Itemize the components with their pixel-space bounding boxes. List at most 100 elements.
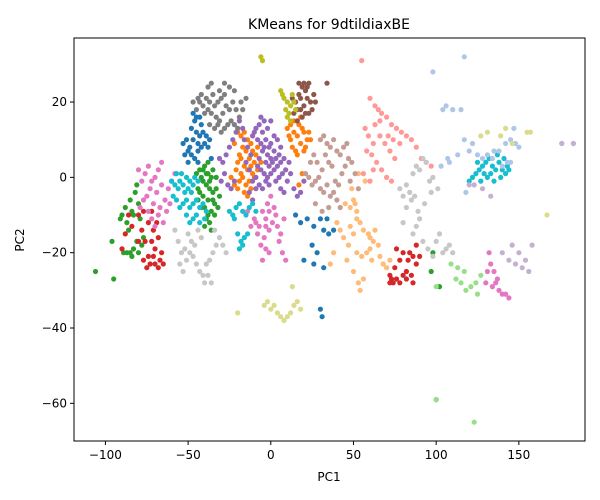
data-point xyxy=(306,110,312,116)
data-point xyxy=(403,182,409,188)
data-point xyxy=(291,99,297,105)
data-point xyxy=(309,242,315,248)
data-point xyxy=(225,122,231,128)
data-point xyxy=(334,197,340,203)
data-point xyxy=(324,140,330,147)
data-point xyxy=(198,235,204,241)
data-point xyxy=(355,280,361,286)
data-point xyxy=(559,140,565,147)
cluster-4-series xyxy=(216,114,307,203)
data-point xyxy=(220,242,226,248)
data-point xyxy=(298,140,304,147)
data-point xyxy=(400,250,406,256)
data-point xyxy=(205,107,211,113)
data-point xyxy=(233,167,239,173)
data-point xyxy=(384,174,390,180)
data-point xyxy=(253,208,259,214)
data-point xyxy=(494,276,500,282)
data-point xyxy=(284,125,290,131)
data-point xyxy=(155,235,161,241)
data-point xyxy=(253,125,259,131)
data-point xyxy=(276,152,282,158)
data-point xyxy=(408,197,414,203)
data-point xyxy=(236,118,242,124)
data-point xyxy=(506,295,512,301)
data-point xyxy=(385,133,391,139)
data-point xyxy=(380,261,386,267)
data-point xyxy=(210,250,216,256)
data-point xyxy=(274,137,280,143)
data-point xyxy=(278,314,284,320)
data-point xyxy=(210,91,216,98)
data-point xyxy=(298,189,304,195)
data-point xyxy=(178,250,185,256)
data-point xyxy=(345,155,352,162)
cluster-0-series xyxy=(180,110,337,320)
data-point xyxy=(212,227,218,233)
data-point xyxy=(172,182,178,188)
data-point xyxy=(274,223,280,229)
data-point xyxy=(420,155,426,162)
data-point xyxy=(469,174,476,180)
data-point xyxy=(397,140,403,147)
data-point xyxy=(408,137,414,143)
data-point xyxy=(469,140,476,147)
data-point xyxy=(347,223,353,229)
data-point xyxy=(433,238,439,244)
data-point xyxy=(372,103,378,109)
cluster-2-series xyxy=(92,159,443,403)
data-point xyxy=(291,129,297,135)
data-point xyxy=(243,159,249,165)
data-point xyxy=(135,212,142,218)
data-point xyxy=(342,201,348,207)
data-point xyxy=(281,216,287,222)
data-point xyxy=(177,204,183,211)
data-point xyxy=(159,250,165,256)
data-point xyxy=(410,280,416,286)
data-point xyxy=(365,133,371,139)
data-point xyxy=(448,261,454,267)
data-point xyxy=(400,272,406,278)
data-point xyxy=(210,167,216,173)
data-point xyxy=(301,80,307,86)
data-point xyxy=(137,204,143,211)
data-point xyxy=(231,122,237,128)
data-point xyxy=(145,220,151,226)
data-point xyxy=(307,159,314,165)
data-point xyxy=(324,216,330,222)
data-point xyxy=(274,310,280,316)
data-point xyxy=(393,276,400,282)
data-point xyxy=(519,265,525,271)
data-point xyxy=(493,167,499,173)
data-point xyxy=(170,193,176,199)
data-point xyxy=(403,276,409,282)
data-point xyxy=(298,220,304,226)
data-point xyxy=(268,193,274,199)
data-point xyxy=(484,129,490,135)
data-point xyxy=(139,227,145,233)
data-point xyxy=(122,231,128,237)
data-point xyxy=(570,140,577,147)
data-point xyxy=(230,99,236,105)
y-tick-label: 0 xyxy=(59,170,67,184)
data-point xyxy=(413,223,419,229)
data-point xyxy=(147,261,153,267)
data-point xyxy=(92,268,99,275)
data-point xyxy=(284,114,290,120)
data-point xyxy=(430,174,436,180)
data-point xyxy=(417,216,423,222)
cluster-10-series xyxy=(430,54,577,195)
data-point xyxy=(428,268,434,275)
data-point xyxy=(127,197,133,203)
data-point xyxy=(377,133,383,139)
data-point xyxy=(326,231,332,237)
data-point xyxy=(255,163,261,169)
data-point xyxy=(269,220,275,226)
data-point xyxy=(349,186,355,192)
data-point xyxy=(355,186,361,192)
data-point xyxy=(413,163,419,169)
data-point xyxy=(266,227,272,233)
data-point xyxy=(169,178,175,184)
data-point xyxy=(157,257,163,263)
